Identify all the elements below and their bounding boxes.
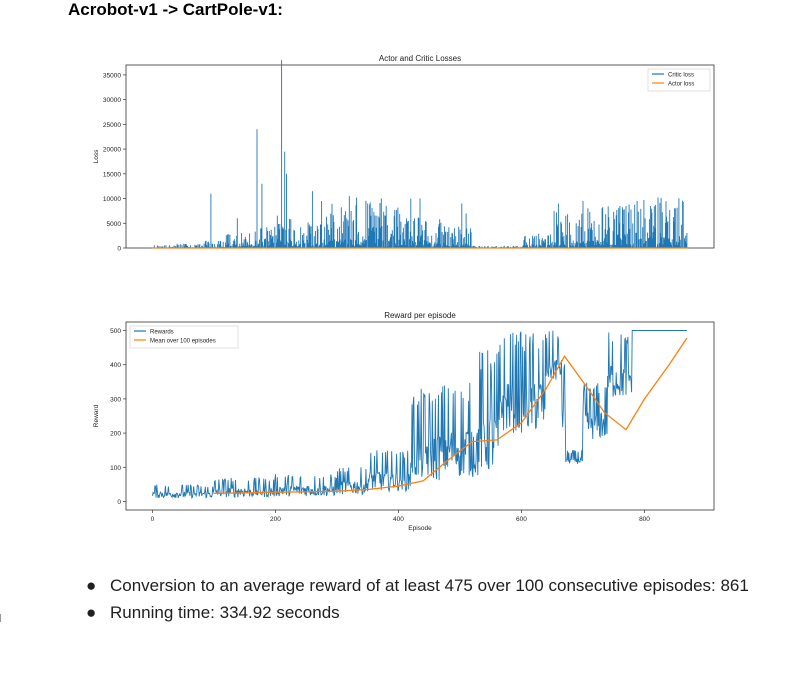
bullet-dot-icon: ● (86, 603, 97, 622)
x-axis-label: Episode (408, 525, 432, 532)
y-tick-label: 400 (110, 362, 121, 369)
y-tick-label: 15000 (103, 171, 121, 178)
legend-label: Critic loss (668, 73, 694, 79)
chart-title: Reward per episode (384, 311, 456, 320)
mean-series (213, 337, 688, 494)
y-tick-label: 5000 (107, 221, 122, 228)
y-tick-label: 200 (110, 431, 121, 438)
y-tick-label: 25000 (103, 122, 121, 129)
y-axis-label: Reward (93, 404, 100, 427)
y-tick-label: 30000 (103, 97, 121, 104)
bullet-list: ● Conversion to an average reward of at … (86, 575, 770, 629)
charts-figure: Actor and Critic Losses05000100001500020… (93, 54, 715, 532)
y-tick-label: 0 (117, 499, 121, 506)
plot-frame (125, 321, 715, 511)
x-tick-label: 400 (393, 516, 404, 523)
y-tick-label: 20000 (103, 147, 121, 154)
chart-title: Actor and Critic Losses (379, 54, 461, 63)
bullet-item-running-time: ● Running time: 334.92 seconds (86, 602, 770, 623)
rewards-series (151, 330, 687, 499)
margin-mark (0, 614, 1, 622)
legend-box (129, 325, 239, 349)
y-tick-label: 500 (110, 328, 121, 335)
page-heading: Acrobot-v1 -> CartPole-v1: (68, 0, 283, 19)
y-tick-label: 0 (117, 246, 121, 253)
bullet-item-conversion: ● Conversion to an average reward of at … (86, 575, 770, 596)
y-tick-label: 35000 (103, 72, 121, 79)
y-axis-label: Loss (93, 149, 100, 163)
x-tick-label: 200 (270, 516, 281, 523)
bullet-text: Running time: 334.92 seconds (110, 603, 340, 622)
x-tick-label: 600 (516, 516, 527, 523)
bullet-dot-icon: ● (86, 576, 97, 595)
y-tick-label: 10000 (103, 196, 121, 203)
legend-label: Rewards (150, 330, 174, 336)
y-tick-label: 100 (110, 465, 121, 472)
legend-label: Actor loss (668, 82, 694, 88)
x-tick-label: 0 (151, 516, 155, 523)
y-tick-label: 300 (110, 396, 121, 403)
x-tick-label: 800 (639, 516, 650, 523)
bullet-text: Conversion to an average reward of at le… (110, 576, 749, 595)
legend-label: Mean over 100 episodes (150, 339, 216, 345)
